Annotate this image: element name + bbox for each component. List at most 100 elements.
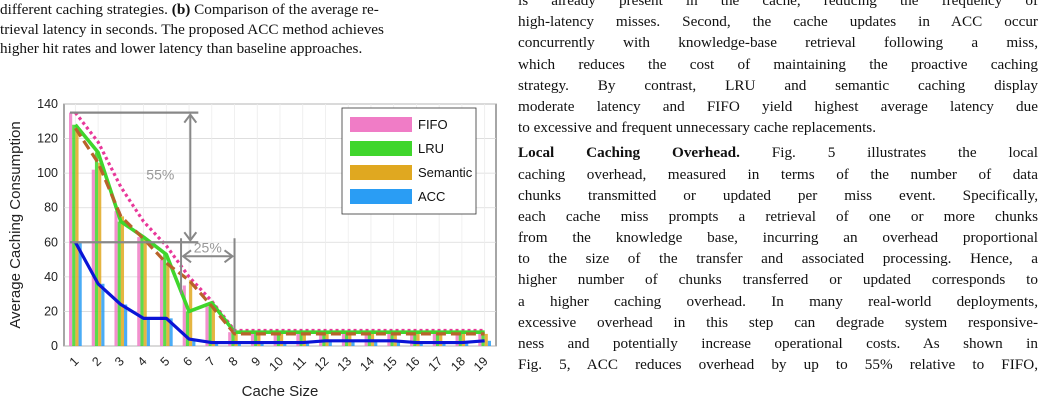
x-tick-label: 5 bbox=[158, 354, 173, 369]
overhead-text-line: higher number of chunks transferred or u… bbox=[518, 271, 1038, 289]
bar-acc bbox=[101, 283, 105, 346]
annotation-arrowhead-down bbox=[183, 231, 198, 242]
x-tick-label: 11 bbox=[290, 354, 309, 373]
x-tick-label: 12 bbox=[312, 354, 332, 374]
line-lru bbox=[73, 123, 485, 334]
y-tick-label: 60 bbox=[44, 235, 58, 249]
bar-lru bbox=[458, 332, 462, 346]
retrieval-text-line: strategy. By contrast, LRU and semantic … bbox=[518, 76, 1038, 94]
annotation-arrowhead-up bbox=[183, 112, 198, 124]
x-tick-label: 2 bbox=[89, 354, 104, 369]
figure-chart: 0 20 40 60 80 100 120 140 55% 25% 1 2 3 4 5 6 7 8 9 10 11 12 1… bbox=[0, 88, 506, 409]
overhead-text-line: from the knowledge base, incurring an ov… bbox=[518, 229, 1038, 247]
x-tick-label: 19 bbox=[471, 354, 491, 374]
paragraph-heading: Local Caching Overhead. bbox=[518, 144, 740, 162]
x-tick-label: 7 bbox=[203, 354, 218, 369]
bar-acc bbox=[283, 342, 287, 346]
bar-fifo bbox=[250, 332, 255, 346]
bar-fifo bbox=[69, 112, 73, 346]
bar-acc bbox=[146, 318, 150, 346]
retrieval-text-line: high-latency misses. Second, the cache u… bbox=[518, 13, 1038, 31]
bar-lru bbox=[276, 332, 280, 346]
bar-fifo bbox=[273, 332, 277, 346]
y-tick-label: 120 bbox=[37, 132, 58, 146]
bar-acc bbox=[465, 342, 469, 346]
bar-fifo bbox=[364, 332, 368, 346]
bar-acc bbox=[442, 342, 446, 346]
bar-semantic bbox=[257, 333, 261, 346]
bar-fifo bbox=[387, 332, 391, 346]
annotation-label-25: 25% bbox=[194, 239, 222, 255]
bar-semantic bbox=[98, 162, 102, 346]
bar-fifo bbox=[137, 237, 141, 346]
bar-acc bbox=[374, 340, 378, 346]
overhead-text-line: Fig. 5, ACC reduces overhead by up to 55… bbox=[518, 356, 1038, 374]
bar-semantic bbox=[120, 216, 125, 346]
bar-lru bbox=[390, 332, 394, 346]
annotation-arrowhead-left bbox=[181, 249, 192, 264]
caption-line-3: higher hit rates and lower latency than … bbox=[0, 40, 363, 58]
retrieval-text-line: to excessive and frequent unnecessary ca… bbox=[518, 119, 876, 137]
x-tick-label: 14 bbox=[357, 354, 377, 374]
x-tick-label: 18 bbox=[448, 354, 468, 374]
bar-semantic bbox=[166, 263, 170, 346]
retrieval-text-line: moderate latency and FIFO yield highest … bbox=[518, 97, 1038, 115]
legend-label-fifo: FIFO bbox=[418, 117, 448, 132]
bar-fifo bbox=[114, 211, 118, 346]
bar-semantic bbox=[234, 333, 238, 346]
bar-fifo bbox=[455, 332, 459, 346]
overhead-text-line: excessive overhead in this step can degr… bbox=[518, 313, 1038, 331]
line-semantic bbox=[74, 127, 485, 336]
bar-lru bbox=[94, 152, 99, 346]
bar-acc bbox=[396, 340, 401, 346]
caption-line-2: trieval latency in seconds. The proposed… bbox=[0, 20, 384, 38]
bar-lru bbox=[481, 332, 485, 346]
x-tick-label: 16 bbox=[403, 354, 423, 374]
x-tick-label: 10 bbox=[266, 354, 286, 374]
y-tick-label: 0 bbox=[51, 339, 58, 353]
bar-semantic bbox=[416, 333, 420, 346]
legend-label-semantic: Semantic bbox=[418, 165, 473, 180]
legend-swatch-semantic bbox=[350, 165, 412, 180]
legend-swatch-fifo bbox=[350, 117, 412, 132]
bar-semantic bbox=[461, 333, 466, 346]
bar-lru bbox=[185, 311, 190, 346]
bar-acc bbox=[328, 340, 332, 346]
retrieval-text-line: concurrently with knowledge-base retriev… bbox=[518, 34, 1038, 52]
bar-fifo bbox=[410, 332, 414, 346]
bar-lru bbox=[140, 237, 144, 346]
bar-fifo bbox=[205, 306, 209, 346]
bar-semantic bbox=[211, 306, 215, 346]
caption-line-1: different caching strategies. (b) Compar… bbox=[0, 1, 379, 18]
bar-fifo bbox=[319, 332, 323, 346]
x-tick-label: 13 bbox=[335, 354, 355, 374]
y-tick-label: 100 bbox=[37, 166, 58, 180]
x-tick-label: 6 bbox=[180, 354, 195, 369]
bar-acc bbox=[214, 342, 219, 346]
bar-fifo bbox=[182, 285, 186, 346]
bar-semantic bbox=[75, 128, 79, 346]
bar-lru bbox=[117, 221, 121, 346]
figure-caption: different caching strategies. (b) Compar… bbox=[0, 0, 506, 59]
overhead-text-line: to the size of the transfer and associat… bbox=[518, 250, 1038, 268]
bar-acc bbox=[124, 304, 128, 346]
bar-acc bbox=[237, 342, 241, 346]
retrieval-text-line: is already present in the cache, reducin… bbox=[518, 0, 1038, 9]
bar-lru bbox=[163, 254, 167, 346]
y-tick-label: 140 bbox=[37, 97, 58, 111]
x-tick-label: 3 bbox=[112, 354, 127, 369]
bar-lru bbox=[367, 332, 371, 346]
bar-acc bbox=[305, 342, 310, 346]
bar-lru bbox=[208, 302, 212, 346]
y-tick-label: 40 bbox=[44, 270, 58, 284]
y-axis-label: Average Caching Consumption bbox=[7, 121, 24, 328]
bar-fifo bbox=[228, 332, 232, 346]
bar-fifo bbox=[478, 332, 482, 346]
bar-acc bbox=[351, 340, 355, 346]
bar-acc bbox=[192, 339, 196, 346]
y-tick-label: 20 bbox=[44, 304, 58, 318]
x-tick-label: 1 bbox=[67, 354, 82, 369]
overhead-text-line: caching overhead, measured in terms of t… bbox=[518, 165, 1038, 183]
paragraph-retrieval-latency: is already present in the cache, reducin… bbox=[518, 0, 1038, 138]
bar-acc bbox=[78, 242, 82, 346]
